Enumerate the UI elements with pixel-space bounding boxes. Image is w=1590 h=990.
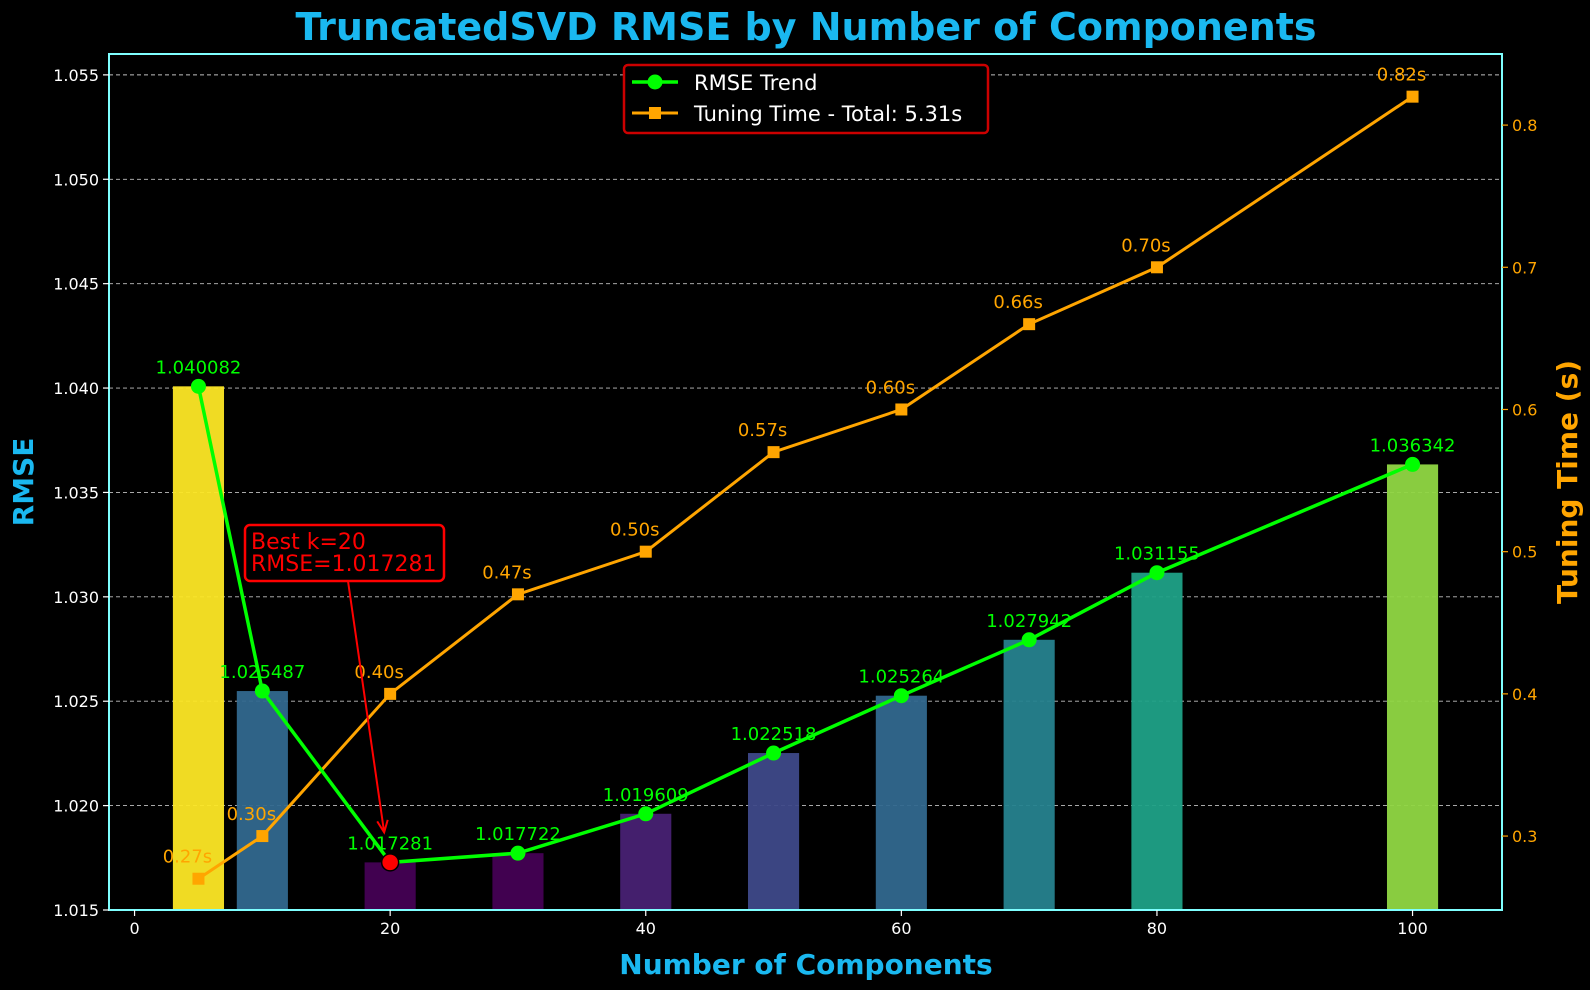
time-data-label: 0.27s [163,847,212,868]
x-tick-label: 60 [891,919,911,938]
time-data-label: 0.70s [1121,235,1170,256]
x-tick-label: 20 [380,919,400,938]
rmse-data-label: 1.022518 [731,724,817,745]
y-axis-title: RMSE [7,438,40,527]
annotation-arrowhead [376,819,389,835]
rmse-data-label: 1.031155 [1114,544,1200,565]
bar [492,853,544,910]
y2-tick-label: 0.6 [1512,400,1537,419]
rmse-point [1021,632,1037,648]
rmse-point [766,745,782,761]
rmse-point [510,845,526,861]
time-data-label: 0.50s [610,520,659,541]
rmse-data-label: 1.017722 [475,824,561,845]
legend-rmse-label: RMSE Trend [694,71,817,95]
time-data-label: 0.66s [993,292,1042,313]
bar [747,753,800,910]
x-axis-title: Number of Components [619,948,992,981]
bars [172,386,1439,910]
y-tick-label: 1.035 [53,483,99,502]
rmse-data-label: 1.027942 [986,611,1072,632]
y-tick-label: 1.050 [53,170,99,189]
data-labels: 1.040082 0.27s 1.025487 0.30s 1.017281 0.40s 1… [156,65,1456,868]
bar [1003,639,1055,910]
y-tick-label: 1.040 [53,379,99,398]
y-tick-label: 1.025 [53,692,99,711]
y2-tick-label: 0.7 [1512,258,1537,277]
grid-lines [109,74,1502,807]
y-tick-label: 1.020 [53,797,99,816]
tuning-time-point [895,403,908,416]
time-data-label: 0.82s [1377,65,1426,86]
y2-tick-label: 0.8 [1512,116,1537,135]
rmse-point [893,688,909,704]
tuning-time-point [384,687,397,700]
tuning-time-point [192,872,205,885]
legend-rmse-marker [647,74,663,90]
rmse-point [190,378,206,394]
plot-frame [108,53,1503,911]
rmse-data-label: 1.019609 [603,785,689,806]
series-lines [190,90,1421,885]
x-tick-label: 40 [636,919,656,938]
x-tick-label: 100 [1397,919,1428,938]
annotation-text: RMSE=1.017281 [251,552,437,577]
bar [620,813,672,910]
rmse-trend-line [196,385,1414,865]
rmse-data-label: 1.040082 [156,357,242,378]
rmse-data-label: 1.017281 [347,833,433,854]
time-data-label: 0.40s [354,662,403,683]
y2-tick-label: 0.3 [1512,827,1537,846]
y-tick-label: 1.055 [53,66,99,85]
rmse-data-label: 1.025487 [219,662,305,683]
annotation-arrow [347,580,386,833]
y-tick-label: 1.030 [53,588,99,607]
time-data-label: 0.57s [738,420,787,441]
tuning-time-point [1406,90,1419,103]
tuning-time-point [256,830,269,843]
annotation-box [243,523,446,583]
time-data-label: 0.60s [866,377,915,398]
tuning-time-point [1150,261,1163,274]
y-tick-label: 1.045 [53,275,99,294]
x-tick-label: 0 [129,919,139,938]
rmse-data-label: 1.036342 [1370,435,1456,456]
bar [875,695,927,910]
legend-time-marker [649,107,661,119]
tuning-time-point [639,545,652,558]
rmse-point [254,683,270,699]
axes: 1.015 1.020 1.025 1.030 1.035 1.040 1.045 1.050… [53,66,1537,938]
rmse-data-label: 1.025264 [858,667,944,688]
tuning-time-point [767,446,780,459]
tuning-time-point [511,588,524,601]
rmse-point [1149,565,1165,581]
best-point-marker [380,853,400,872]
rmse-point [638,806,654,822]
chart-title: TruncatedSVD RMSE by Number of Component… [295,5,1316,49]
time-data-label: 0.47s [482,562,531,583]
y2-tick-label: 0.5 [1512,543,1537,562]
bar [1131,572,1183,910]
tuning-time-point [1023,318,1036,331]
y2-axis-title: Tuning Time (s) [1551,360,1584,604]
legend-box [622,63,990,135]
x-tick-label: 80 [1147,919,1167,938]
y2-tick-label: 0.4 [1512,685,1537,704]
annotation-text: Best k=20 [251,530,366,555]
y-tick-label: 1.015 [53,901,99,920]
legend-time-label: Tuning Time - Total: 5.31s [693,102,962,126]
legend: RMSE Trend Tuning Time - Total: 5.31s [622,63,990,135]
tuning-time-line [197,95,1414,880]
time-data-label: 0.30s [227,804,276,825]
bar [1386,464,1439,910]
rmse-point [1405,456,1421,472]
bar [236,691,288,910]
